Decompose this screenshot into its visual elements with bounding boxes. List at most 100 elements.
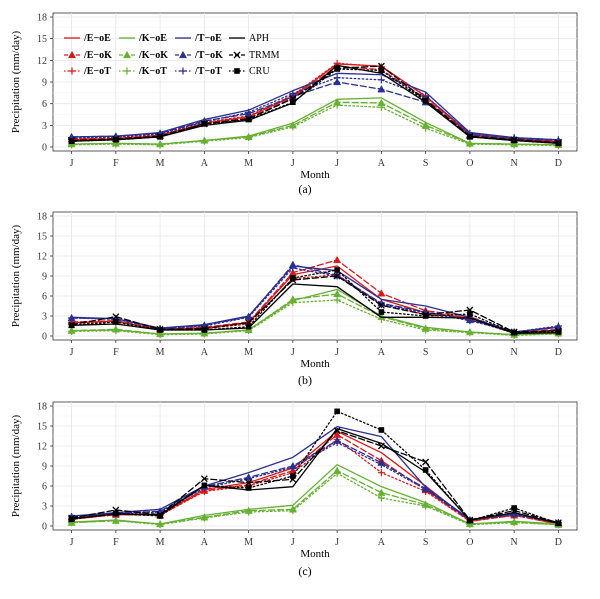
legend-label: /E−oK	[83, 50, 112, 61]
legend-label: /K−oK	[138, 50, 168, 61]
data-point	[289, 463, 297, 471]
legend-entry-t-oe: /T−oE	[175, 33, 222, 44]
series-line-cru	[70, 410, 560, 524]
x-axis-title: Month	[300, 548, 330, 560]
x-axis-title: Month	[300, 169, 330, 181]
legend-entry-e-ot: /E−oT	[64, 66, 111, 77]
legend-entry-k-oe: /K−oE	[119, 33, 167, 44]
legend-marker	[179, 67, 187, 75]
x-tick-label: J	[335, 347, 339, 358]
x-tick-label: F	[113, 537, 119, 548]
y-tick-label: 3	[42, 121, 47, 132]
y-tick-label: 12	[37, 56, 47, 67]
y-tick-label: 12	[37, 442, 47, 453]
x-tick-label: N	[511, 347, 518, 358]
data-point	[245, 108, 253, 116]
x-tick-label: M	[244, 158, 253, 169]
data-point	[555, 329, 562, 335]
legend-marker	[122, 50, 132, 59]
data-point	[68, 516, 75, 523]
data-point	[422, 467, 429, 473]
data-point	[334, 66, 340, 72]
x-tick-label: M	[244, 347, 253, 358]
series-line-k-ot	[70, 472, 560, 526]
series-line-trmm	[70, 65, 560, 144]
data-point	[377, 442, 385, 450]
data-point	[377, 494, 385, 502]
data-point	[245, 323, 252, 330]
data-point	[112, 517, 120, 525]
series-line-trmm	[70, 430, 560, 524]
data-point	[334, 408, 340, 415]
data-point	[245, 485, 252, 491]
data-point	[466, 140, 474, 148]
x-tick-label: A	[201, 347, 209, 358]
data-point	[68, 322, 75, 329]
data-point	[377, 85, 386, 93]
legend-entry-aph: APH	[229, 33, 269, 44]
data-point	[422, 326, 430, 334]
data-point	[377, 103, 385, 111]
series-cru	[68, 66, 562, 147]
x-tick-label: O	[466, 158, 473, 169]
y-tick-label: 9	[42, 78, 47, 89]
x-tick-label: A	[378, 158, 386, 169]
y-tick-label: 15	[37, 422, 47, 433]
legend-label: CRU	[249, 66, 270, 77]
data-point	[201, 327, 208, 333]
data-point	[377, 301, 385, 309]
x-tick-label: N	[511, 158, 518, 169]
x-tick-label: A	[378, 347, 386, 358]
data-point	[378, 427, 385, 433]
x-tick-label: M	[244, 537, 253, 548]
x-tick-label: M	[156, 537, 165, 548]
x-tick-label: S	[423, 158, 429, 169]
x-tick-label: D	[555, 347, 562, 358]
legend-marker	[68, 67, 76, 75]
y-tick-label: 3	[42, 502, 47, 513]
panel-label: (a)	[298, 182, 311, 196]
data-point	[333, 272, 341, 280]
chart-panel-1: 0 3 6 9 12 15 18 J F M A M J J A S O N D Month Precipitation…	[10, 13, 578, 196]
data-point	[68, 327, 76, 335]
legend-entry-e-ok: /E−oK	[64, 50, 112, 61]
data-point	[334, 267, 340, 273]
legend-entry-cru: CRU	[229, 66, 270, 77]
data-point	[422, 502, 430, 510]
data-point	[290, 473, 296, 479]
panel-label: (c)	[298, 564, 311, 578]
series-line-t-ok	[70, 81, 560, 142]
data-point	[156, 521, 164, 529]
data-point	[467, 134, 473, 140]
y-tick-label: 6	[42, 99, 47, 110]
x-tick-label: O	[466, 347, 473, 358]
data-point	[333, 77, 342, 86]
data-point	[112, 313, 120, 321]
x-tick-label: S	[423, 537, 429, 548]
series-line-k-ot	[70, 104, 560, 147]
chart-panels: 0 3 6 9 12 15 18 J F M A M J J A S O N D Month Precipitation…	[10, 13, 578, 578]
x-tick-label: J	[70, 347, 74, 358]
series-line-k-ok	[70, 293, 560, 336]
data-point	[245, 479, 253, 487]
y-axis-title: Precipitation (mm/day)	[10, 30, 22, 133]
x-tick-label: A	[201, 158, 209, 169]
x-tick-label: J	[291, 347, 295, 358]
data-point	[157, 513, 163, 519]
data-point	[333, 101, 341, 109]
data-point	[333, 74, 341, 82]
x-tick-label: D	[555, 158, 562, 169]
data-point	[422, 97, 429, 104]
legend-entry-trmm: TRMM	[229, 50, 280, 61]
data-point	[333, 427, 341, 435]
legend-marker	[178, 50, 188, 59]
x-tick-label: A	[201, 537, 209, 548]
data-point	[157, 134, 163, 140]
data-point	[156, 141, 164, 149]
x-tick-label: J	[335, 158, 339, 169]
series-cru	[68, 408, 562, 527]
data-point	[555, 140, 562, 147]
data-point	[289, 264, 297, 272]
legend-label: /T−oK	[194, 50, 223, 61]
